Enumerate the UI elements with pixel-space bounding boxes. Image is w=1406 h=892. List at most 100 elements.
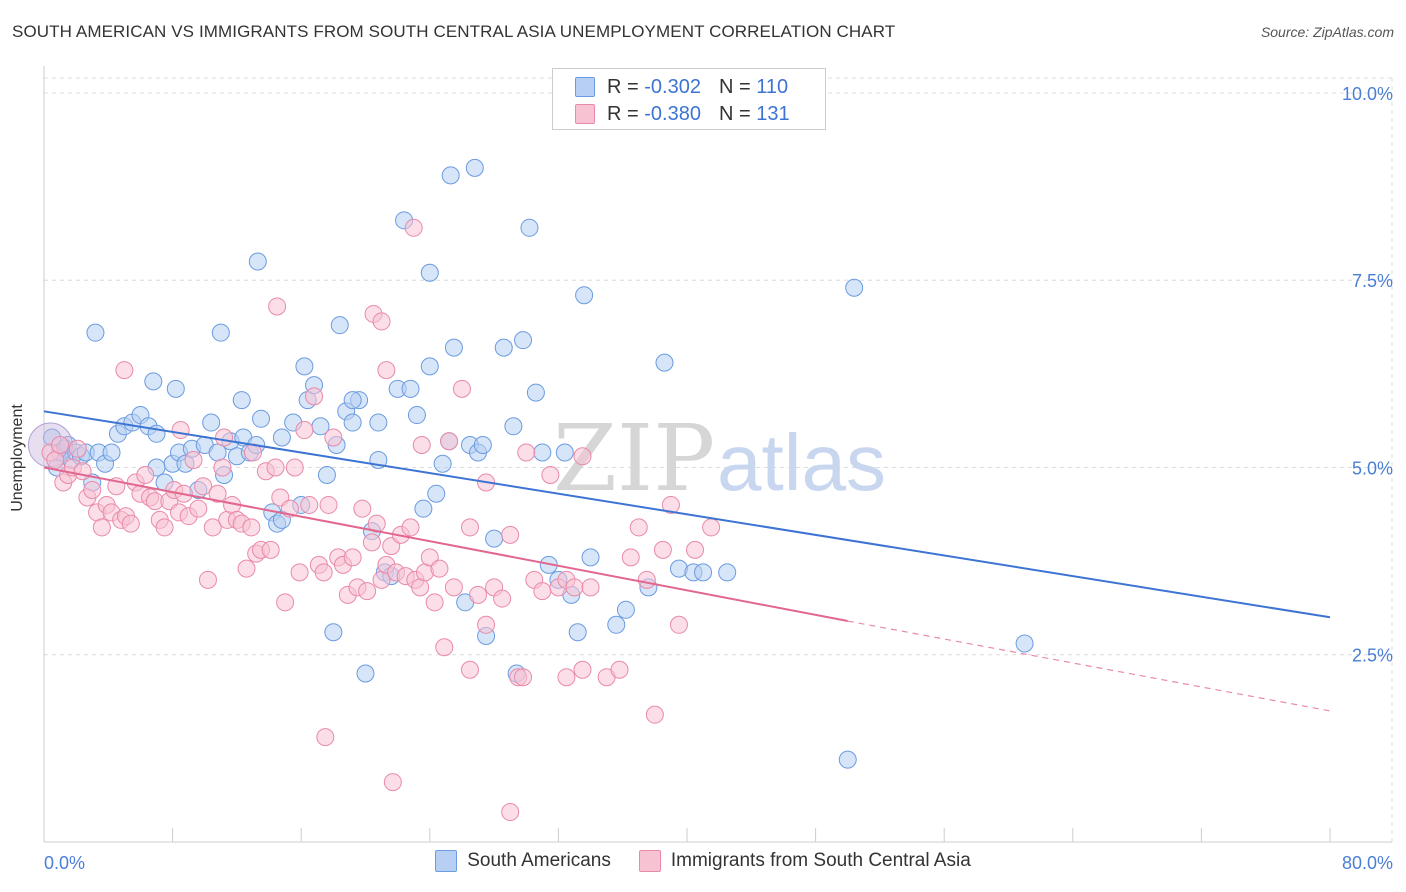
point-south-central-asia	[501, 525, 520, 544]
point-south-central-asia	[237, 559, 256, 578]
point-south-central-asia	[198, 570, 217, 589]
point-south-americans	[655, 353, 674, 372]
point-south-americans	[248, 252, 267, 271]
point-south-central-asia	[411, 578, 430, 597]
legend-label: South Americans	[467, 850, 611, 871]
point-south-central-asia	[358, 582, 377, 601]
point-south-central-asia	[435, 638, 454, 657]
legend-item-south-central-asia[interactable]: Immigrants from South Central Asia	[638, 850, 971, 872]
point-south-central-asia	[305, 387, 324, 406]
point-south-americans	[144, 372, 163, 391]
point-south-americans	[427, 484, 446, 503]
point-south-central-asia	[573, 447, 592, 466]
point-south-central-asia	[460, 518, 479, 537]
point-south-central-asia	[324, 428, 343, 447]
point-south-central-asia	[541, 465, 560, 484]
point-south-americans	[401, 379, 420, 398]
point-south-central-asia	[155, 518, 174, 537]
trend-lines	[43, 410, 1331, 712]
point-south-americans	[1015, 634, 1034, 653]
watermark-atlas: atlas	[717, 418, 886, 507]
point-south-americans	[504, 417, 523, 436]
point-south-americans	[838, 750, 857, 769]
point-south-americans	[211, 323, 230, 342]
point-south-central-asia	[645, 705, 664, 724]
point-south-central-asia	[661, 495, 680, 514]
point-south-americans	[444, 338, 463, 357]
legend-swatch-blue	[435, 850, 458, 872]
point-south-americans	[420, 263, 439, 282]
point-south-americans	[86, 323, 105, 342]
point-south-central-asia	[268, 297, 287, 316]
point-south-central-asia	[702, 518, 721, 537]
point-south-americans	[414, 499, 433, 518]
point-south-central-asia	[372, 312, 391, 331]
point-south-central-asia	[319, 495, 338, 514]
point-south-americans	[465, 158, 484, 177]
point-south-americans	[102, 443, 121, 462]
legend-label: Immigrants from South Central Asia	[670, 850, 971, 871]
point-south-americans	[232, 391, 251, 410]
point-south-central-asia	[477, 615, 496, 634]
point-south-americans	[694, 563, 713, 582]
legend-row-south-americans: R = -0.302 N = 110	[575, 74, 788, 100]
point-south-central-asia	[501, 803, 520, 822]
point-south-central-asia	[51, 436, 70, 455]
legend-r-value: -0.302	[644, 75, 701, 98]
point-south-americans	[343, 413, 362, 432]
point-south-central-asia	[115, 361, 134, 380]
point-south-americans	[166, 379, 185, 398]
y-tick-label: 2.5%	[1352, 646, 1393, 666]
point-south-central-asia	[533, 582, 552, 601]
tick-labels: 2.5% 5.0% 7.5% 10.0% 0.0% 80.0%	[44, 84, 1393, 873]
point-south-central-asia	[261, 540, 280, 559]
point-south-central-asia	[452, 379, 471, 398]
point-south-central-asia	[353, 499, 372, 518]
point-south-central-asia	[565, 578, 584, 597]
point-south-central-asia	[314, 563, 333, 582]
point-south-central-asia	[669, 615, 688, 634]
x-tick-label: 80.0%	[1342, 853, 1393, 873]
point-south-central-asia	[430, 559, 449, 578]
point-south-central-asia	[460, 660, 479, 679]
point-south-americans	[568, 623, 587, 642]
point-south-americans	[433, 454, 452, 473]
legend-r-value: -0.380	[644, 102, 701, 125]
point-south-central-asia	[184, 451, 203, 469]
point-south-americans	[420, 357, 439, 376]
legend-n-label: N =	[718, 102, 751, 125]
legend-item-south-americans[interactable]: South Americans	[435, 850, 611, 872]
trend-line-south-central-asia	[43, 466, 848, 623]
point-south-central-asia	[46, 451, 65, 469]
point-south-central-asia	[637, 570, 656, 589]
point-south-americans	[494, 338, 513, 357]
point-south-americans	[330, 316, 349, 335]
point-south-americans	[575, 286, 594, 305]
point-south-central-asia	[285, 458, 304, 477]
point-south-central-asia	[367, 514, 386, 533]
point-south-central-asia	[653, 540, 672, 559]
point-south-central-asia	[194, 477, 213, 496]
legend-n-label: N =	[718, 75, 751, 98]
point-south-central-asia	[629, 518, 648, 537]
correlation-legend: R = -0.302 N = 110 R = -0.380 N = 131	[552, 68, 826, 130]
point-south-central-asia	[377, 361, 396, 380]
point-south-americans	[616, 600, 635, 619]
point-south-americans	[718, 563, 737, 582]
point-south-central-asia	[295, 421, 314, 440]
point-south-central-asia	[136, 465, 155, 484]
point-south-central-asia	[203, 518, 222, 537]
point-south-americans	[607, 615, 626, 634]
x-tick-label: 0.0%	[44, 853, 85, 873]
point-south-americans	[441, 166, 460, 185]
point-south-americans	[369, 413, 388, 432]
point-south-americans	[845, 278, 864, 297]
point-south-central-asia	[557, 668, 576, 687]
point-south-central-asia	[83, 480, 102, 499]
legend-row-south-central-asia: R = -0.380 N = 131	[575, 101, 790, 127]
point-south-americans	[343, 391, 362, 410]
point-south-central-asia	[514, 668, 533, 687]
point-south-americans	[581, 548, 600, 567]
point-south-central-asia	[266, 458, 285, 477]
